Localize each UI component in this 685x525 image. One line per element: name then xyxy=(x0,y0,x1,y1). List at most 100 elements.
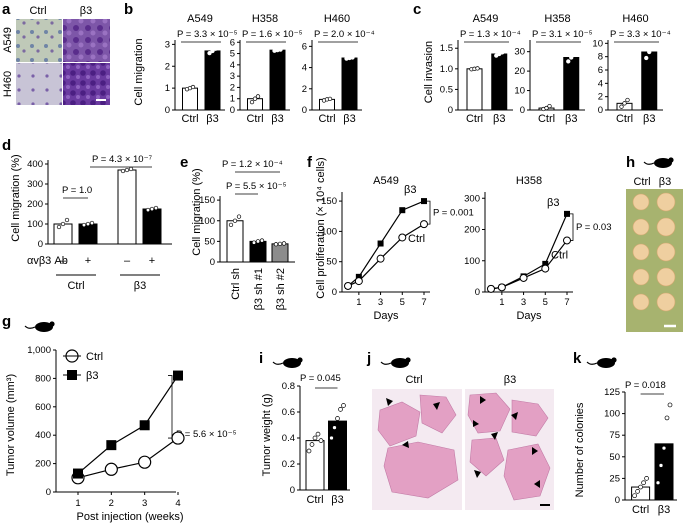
panel-g-chart: 0 200 400 600 800 1,000 1 2 3 4 Ctrl β3 xyxy=(27,345,185,509)
b2-point xyxy=(350,55,355,60)
mouse-icon-k xyxy=(586,357,617,368)
panel-g: g Tumor volume (mm³) Post injection (wee… xyxy=(2,313,237,523)
g-y-tick-label: 0 xyxy=(46,487,51,498)
e-y-tick-label: 150 xyxy=(199,195,215,206)
g-marker-ctrl xyxy=(171,431,185,445)
c2-point xyxy=(644,55,649,61)
d-point xyxy=(145,207,151,213)
b1-y-tick-label: 3 xyxy=(230,71,235,82)
d-sign: + xyxy=(85,255,91,267)
panel-i: i Tumor weight (g) P = 0.045 00.20.40.60… xyxy=(259,350,350,506)
f0-series-label: β3 xyxy=(404,184,416,196)
panel-k-chart: 0 25 50 75 100 125 Ctrl β3 xyxy=(604,387,677,516)
c2-y-tick-label: 4 xyxy=(598,78,603,89)
panel-b-label: b xyxy=(124,1,133,18)
f1-y-tick-label: 200 xyxy=(464,225,480,236)
g-legend-ctrl-label: Ctrl xyxy=(86,351,103,363)
f1-x-tick-label: 5 xyxy=(543,297,548,308)
tumor-b3 xyxy=(656,292,676,312)
c0-bar-β3 xyxy=(491,53,508,111)
b0-x-label: Ctrl xyxy=(181,113,198,125)
b0-bar-Ctrl xyxy=(182,87,198,111)
d-point xyxy=(56,224,62,230)
c2-x-label: β3 xyxy=(643,113,655,125)
panel-d-chart: 0 100 200 300 400 – + – + Ctrl β3 xyxy=(27,159,172,292)
panel-i-p: P = 0.045 xyxy=(300,373,341,384)
panel-h-label: h xyxy=(626,154,635,171)
panel-j-col-ctrl: Ctrl xyxy=(405,374,422,386)
c0-point xyxy=(475,66,480,71)
panel-c-ylabel: Cell invasion xyxy=(423,41,435,103)
f1-marker-ctrl xyxy=(497,283,506,292)
b1-y-tick-label: 6 xyxy=(230,37,235,48)
d-bar xyxy=(117,169,137,245)
g-marker-ctrl xyxy=(104,462,118,476)
f1-y-tick-label: 0 xyxy=(475,287,480,298)
b0-y-tick-label: 0 xyxy=(165,105,170,116)
g-legend-b3-label: β3 xyxy=(86,370,98,382)
c2-y-tick-label: 6 xyxy=(598,65,603,76)
c0-x-label: Ctrl xyxy=(466,113,483,125)
k-point xyxy=(644,476,649,481)
f0-marker-ctrl xyxy=(398,233,407,242)
f1-xlabel: Days xyxy=(516,310,542,322)
i-bar-Ctrl xyxy=(305,440,325,491)
f0-x-tick-label: 7 xyxy=(421,297,426,308)
panel-k: k Number of colonies P = 0.018 0 25 50 75 10… xyxy=(573,350,677,516)
k-bar-β3 xyxy=(654,443,674,501)
c1-pvalue: P = 3.1 × 10⁻⁵ xyxy=(532,29,593,40)
e-point xyxy=(277,241,283,247)
g-y-tick-label: 1,000 xyxy=(27,345,51,356)
e-bar xyxy=(271,243,289,263)
b2-pvalue: P = 2.0 × 10⁻⁴ xyxy=(314,29,375,40)
c2-title: H460 xyxy=(622,13,648,25)
f0-y-tick-label: 50 xyxy=(326,257,337,268)
f0-marker-ctrl xyxy=(376,254,385,263)
k-point xyxy=(638,484,643,490)
f1-y-tick-label: 100 xyxy=(464,256,480,267)
g-y-tick-label: 600 xyxy=(35,402,51,413)
panel-k-label: k xyxy=(573,350,582,367)
e-point xyxy=(259,238,265,243)
panel-c-label: c xyxy=(413,1,421,18)
arrowheads-j xyxy=(386,396,540,488)
k-point xyxy=(667,402,673,408)
d-bar xyxy=(53,223,73,245)
b0-pvalue: P = 3.3 × 10⁻⁵ xyxy=(177,29,238,40)
f1-sig-bracket xyxy=(570,213,574,241)
c0-y-tick-label: 1.0 xyxy=(440,64,453,75)
f1-marker-b3 xyxy=(542,260,549,267)
panel-a: a Ctrl β3 A549 H460 xyxy=(2,1,110,105)
e-x-label: Ctrl sh xyxy=(230,268,242,300)
k-y-tick-label: 0 xyxy=(615,495,620,506)
f1-marker-ctrl xyxy=(563,236,571,245)
b2-x-label: β3 xyxy=(343,113,355,125)
tumor-ctrl xyxy=(632,293,650,311)
panel-i-chart: 0 0.2 0.4 0.6 0.8 Ctrl β3 xyxy=(282,381,350,506)
tumor-b3 xyxy=(656,217,676,237)
i-y-tick-label: 0.2 xyxy=(282,459,295,470)
g-x-tick-label: 3 xyxy=(142,498,147,509)
i-point xyxy=(318,438,324,443)
c2-point xyxy=(647,49,652,55)
k-point xyxy=(641,480,646,486)
g-y-tick-label: 800 xyxy=(35,373,51,384)
b1-y-tick-label: 5 xyxy=(230,49,235,60)
b2-y-tick-label: 4 xyxy=(302,63,307,74)
g-marker-b3 xyxy=(106,440,117,451)
c1-y-tick-label: 30 xyxy=(514,47,525,58)
panel-b-ylabel: Cell migration xyxy=(133,38,145,105)
g-y-tick-label: 400 xyxy=(35,430,51,441)
f0-marker-b3 xyxy=(421,198,427,205)
b1-x-label: β3 xyxy=(271,113,283,125)
c1-y-tick-label: 0 xyxy=(520,105,525,116)
k-point xyxy=(664,415,670,421)
f1-marker-b3 xyxy=(564,210,570,217)
c1-point xyxy=(547,103,552,109)
g-line-Ctrl xyxy=(77,437,179,479)
c1-x-label: β3 xyxy=(565,113,577,125)
panel-a-row-a549: A549 xyxy=(2,27,14,53)
k-y-tick-label: 75 xyxy=(609,430,620,441)
d-bar xyxy=(78,223,98,245)
c2-y-tick-label: 8 xyxy=(598,52,603,63)
